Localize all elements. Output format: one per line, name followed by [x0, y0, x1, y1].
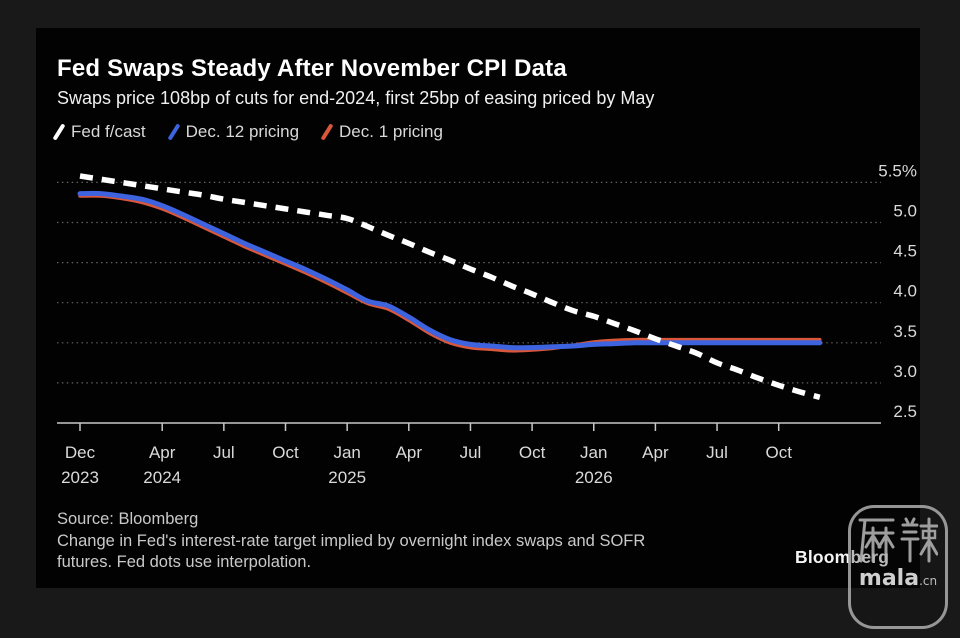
y-axis-label: 3.0 [893, 362, 917, 381]
x-axis-label-year: 2025 [328, 468, 366, 487]
x-axis-label-year: 2023 [61, 468, 99, 487]
source-line: Source: Bloomberg [57, 510, 199, 528]
legend-item-dec1-pricing: Dec. 1 pricing [320, 122, 443, 142]
legend-label: Dec. 1 pricing [339, 122, 443, 141]
legend-swatch-icon [167, 123, 181, 141]
source-note: Source: Bloomberg Change in Fed's intere… [57, 509, 645, 574]
x-axis-label-month: Jan [333, 443, 360, 462]
note-line-1: Change in Fed's interest-rate target imp… [57, 531, 646, 550]
y-axis-label: 2.5 [893, 402, 917, 421]
mala-watermark: mala.cn [848, 505, 948, 629]
x-axis-label-month: Oct [519, 443, 546, 462]
legend-swatch-icon [52, 123, 66, 141]
x-axis-label-year: 2024 [143, 468, 181, 487]
x-axis-label-month: Jan [580, 443, 607, 462]
legend-item-dec12-pricing: Dec. 12 pricing [167, 122, 300, 142]
legend-label: Fed f/cast [71, 122, 146, 141]
x-axis-label-year: 2026 [575, 468, 613, 487]
x-axis-label-month: Apr [396, 443, 423, 462]
chart-title: Fed Swaps Steady After November CPI Data [57, 55, 567, 82]
y-axis-label: 5.0 [893, 202, 917, 221]
legend-item-fed-forecast: Fed f/cast [52, 122, 146, 142]
chart-subtitle: Swaps price 108bp of cuts for end-2024, … [57, 88, 655, 108]
series-line-fed-f-cast [79, 173, 821, 400]
x-axis-label-month: Oct [765, 443, 792, 462]
legend: Fed f/cast Dec. 12 pricing Dec. 1 pricin… [52, 122, 443, 142]
watermark-chinese-chars-icon [858, 517, 938, 563]
x-axis-label-month: Jul [213, 443, 235, 462]
note-line-2: futures. Fed dots use interpolation. [57, 553, 312, 571]
x-axis-label-month: Oct [272, 443, 299, 462]
x-axis-label-month: Apr [149, 443, 176, 462]
x-axis-label-month: Jul [460, 443, 482, 462]
legend-swatch-icon [320, 123, 334, 141]
chart-card: Fed Swaps Steady After November CPI Data… [36, 28, 920, 588]
chart-canvas: 5.5% 5.0 4.5 4.0 3.5 3.0 2.5 Dec 2023 Apr 2024 Jul O… [57, 161, 917, 487]
x-axis-label-month: Dec [65, 443, 96, 462]
series-line-dec-1-pricing [78, 194, 822, 353]
legend-label: Dec. 12 pricing [185, 122, 300, 141]
y-axis-label: 5.5% [878, 161, 917, 180]
watermark-url: mala.cn [858, 566, 938, 591]
x-axis-label-month: Jul [706, 443, 728, 462]
y-axis-label: 4.0 [893, 282, 917, 301]
x-axis-label-month: Apr [642, 443, 669, 462]
series-line-dec-12-pricing [77, 190, 823, 351]
y-axis-label: 4.5 [893, 242, 917, 261]
bloomberg-logo: Bloomberg [795, 547, 890, 567]
y-axis-label: 3.5 [893, 322, 917, 341]
